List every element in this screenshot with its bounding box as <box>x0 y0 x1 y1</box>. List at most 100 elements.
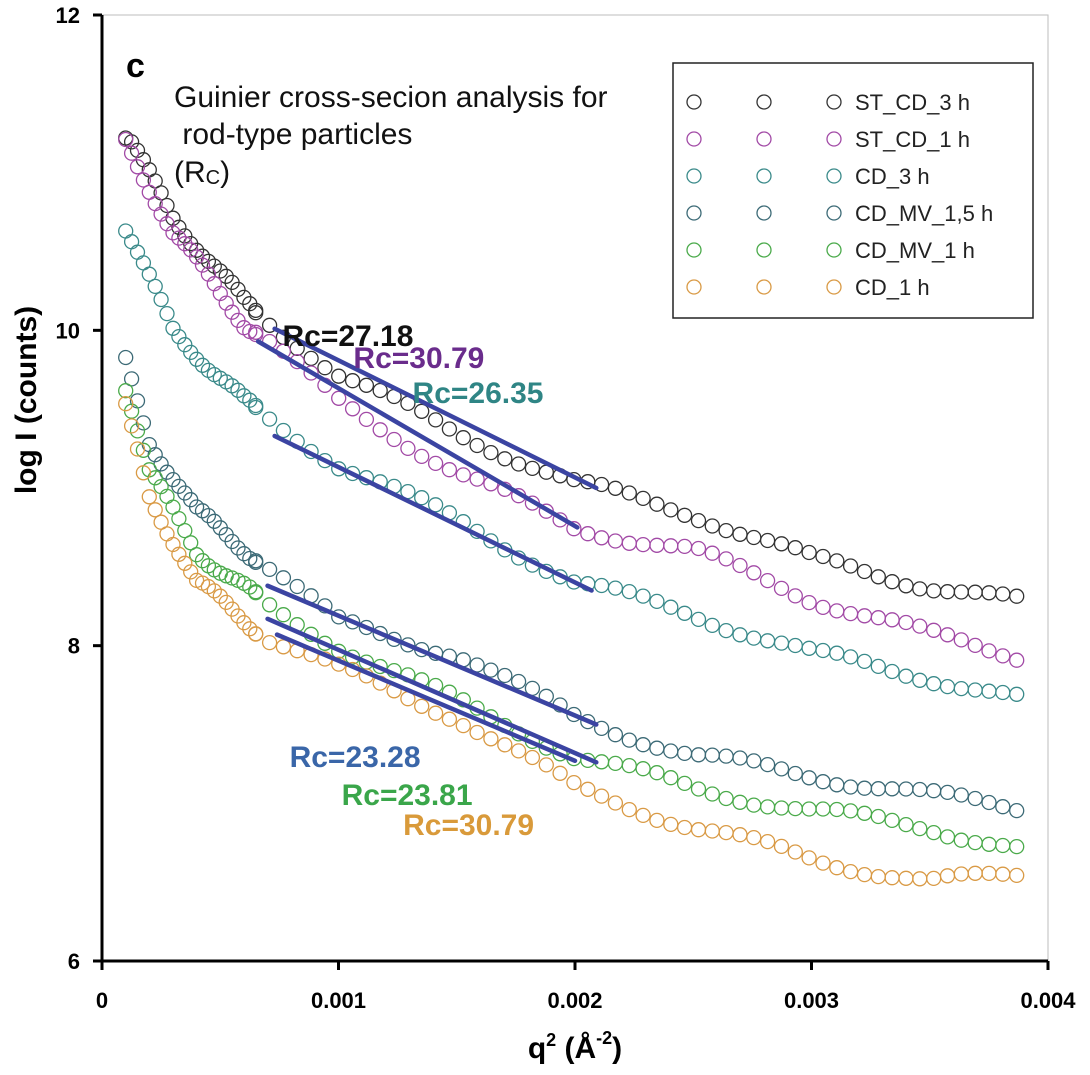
data-point <box>787 844 803 860</box>
legend-marker <box>826 94 842 110</box>
data-point <box>188 242 205 258</box>
data-point <box>898 816 914 833</box>
data-point <box>635 807 651 824</box>
annotation-line-3: (RC) <box>174 156 230 189</box>
data-point <box>759 833 776 850</box>
y-tick-label: 6 <box>68 949 80 974</box>
data-point <box>183 535 199 551</box>
data-point <box>1009 802 1025 819</box>
data-point <box>183 564 199 580</box>
y-axis-title: log I (counts) <box>10 306 43 494</box>
data-point <box>344 465 361 482</box>
data-point <box>224 304 240 320</box>
data-point <box>1009 838 1025 855</box>
data-point <box>372 422 388 438</box>
data-point <box>773 536 790 552</box>
panel-label: c <box>126 47 145 85</box>
data-point <box>118 131 134 148</box>
data-point <box>147 502 163 518</box>
data-point <box>483 533 499 549</box>
data-point <box>275 607 292 623</box>
data-point <box>171 510 187 527</box>
data-point <box>690 512 707 529</box>
legend-marker <box>826 168 842 184</box>
data-point <box>331 368 347 384</box>
data-point <box>317 635 333 651</box>
data-point <box>194 503 211 519</box>
data-point <box>248 305 264 321</box>
data-point <box>926 824 942 841</box>
data-point <box>123 418 140 434</box>
data-point <box>441 711 458 727</box>
data-point <box>718 622 734 639</box>
data-point <box>801 544 817 561</box>
data-point <box>177 236 193 252</box>
data-point <box>147 278 163 295</box>
data-point <box>829 645 845 661</box>
data-point <box>159 305 175 322</box>
data-point <box>690 781 707 797</box>
data-point <box>607 580 624 596</box>
data-point <box>414 448 430 465</box>
data-point <box>206 583 222 599</box>
data-point <box>289 578 305 595</box>
x-tick-label: 0.003 <box>784 988 839 1013</box>
data-point <box>621 485 637 501</box>
data-point <box>787 540 803 556</box>
data-point <box>704 545 720 561</box>
data-point <box>188 249 205 265</box>
legend-marker <box>826 279 842 295</box>
data-point <box>649 496 665 512</box>
legend: ST_CD_3 h ST_CD_1 h CD_3 h CD_MV_1,5 h CD_MV… <box>672 62 1034 319</box>
data-point <box>248 324 264 340</box>
data-point <box>884 812 900 829</box>
rc-label: Rc=30.79 <box>403 809 534 842</box>
data-point <box>552 765 568 781</box>
data-point <box>358 377 375 393</box>
data-point <box>621 732 637 748</box>
data-point <box>1009 652 1025 668</box>
data-point <box>194 248 211 264</box>
annotation-line-2: rod-type particles <box>174 118 412 151</box>
data-point <box>884 574 900 590</box>
data-point <box>194 257 211 273</box>
data-point <box>510 673 527 690</box>
data-point <box>842 649 859 665</box>
data-point <box>593 476 610 493</box>
data-point <box>981 794 997 811</box>
data-point <box>649 812 665 829</box>
data-point <box>177 522 193 539</box>
data-point <box>939 627 956 643</box>
legend-entry-label: ST_CD_1 h <box>855 127 970 152</box>
data-point <box>870 569 886 585</box>
data-point <box>676 775 693 792</box>
data-point <box>690 611 707 628</box>
data-point <box>967 790 983 807</box>
data-point <box>621 801 637 818</box>
fit-line <box>265 583 599 727</box>
data-point <box>344 401 361 417</box>
axes: 6 8 10 12 0 0.001 0.002 0.003 0.004 <box>56 3 1077 1013</box>
data-point <box>177 555 193 571</box>
rc-label: Rc=23.28 <box>290 741 421 774</box>
data-point <box>159 197 175 214</box>
data-point <box>912 618 928 634</box>
x-axis-title-sup: 2 <box>546 1030 556 1050</box>
data-point <box>118 396 134 412</box>
data-point <box>236 546 252 562</box>
legend-marker <box>826 242 842 258</box>
data-point <box>248 553 264 569</box>
data-point <box>469 437 485 454</box>
data-point <box>690 540 707 557</box>
data-point <box>732 557 748 574</box>
data-point <box>593 720 610 737</box>
data-point <box>303 365 319 381</box>
x-tick-label: 0.001 <box>311 988 366 1013</box>
data-point <box>165 320 181 336</box>
data-point <box>870 808 886 825</box>
data-point <box>1009 588 1025 604</box>
data-point <box>926 622 942 638</box>
data-point <box>912 820 928 837</box>
rc-label: Rc=26.35 <box>413 377 544 410</box>
